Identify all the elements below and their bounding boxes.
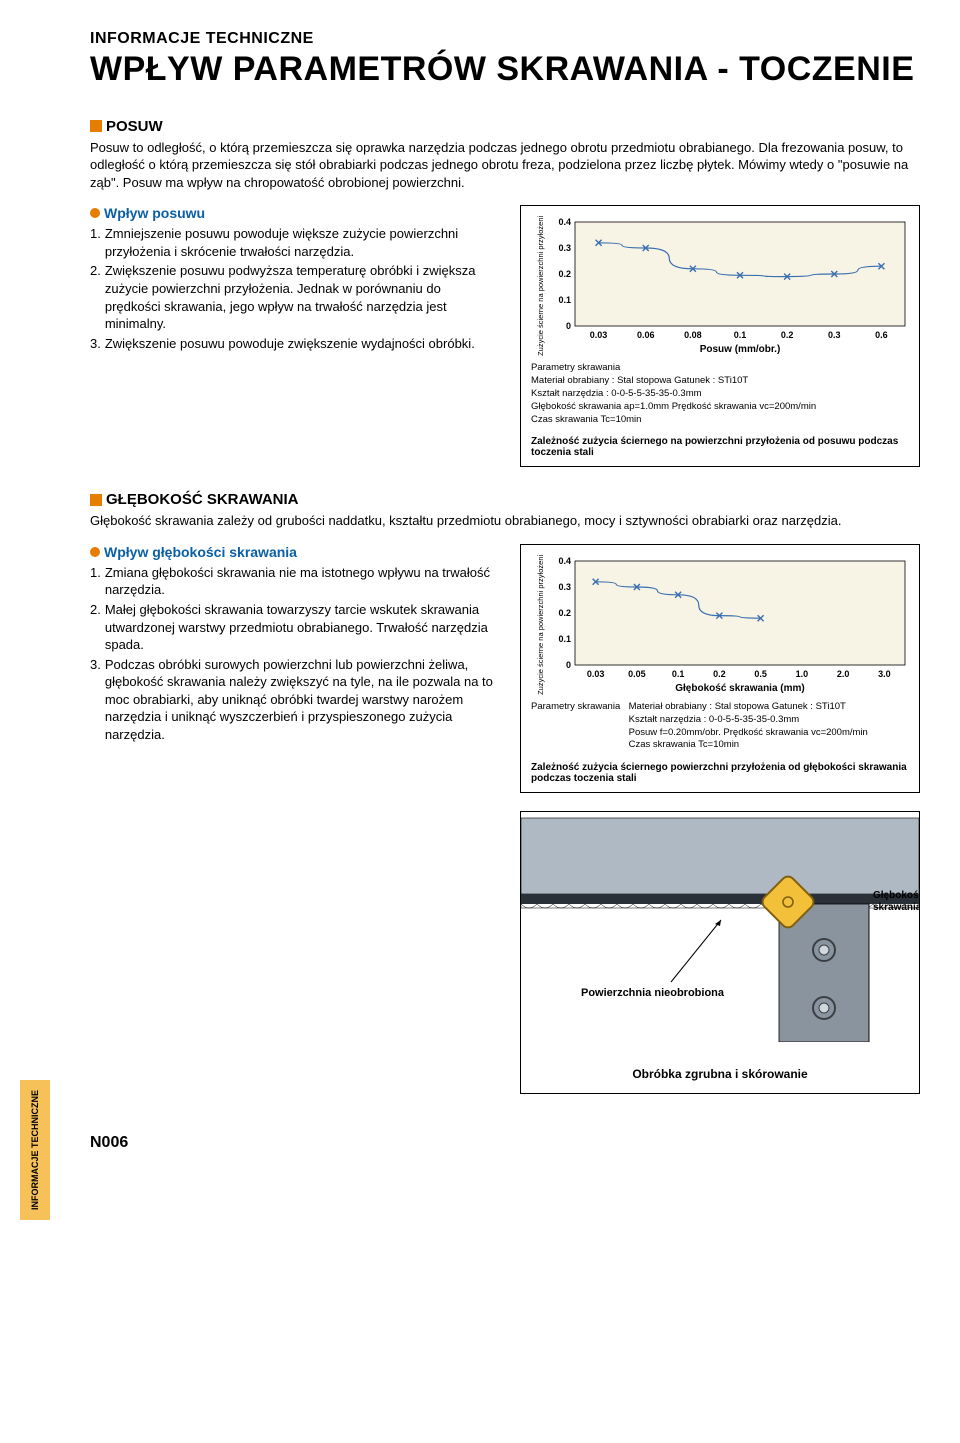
list-num: 3. [90, 335, 101, 353]
svg-text:0.2: 0.2 [781, 330, 794, 340]
svg-text:3.0: 3.0 [878, 669, 891, 679]
list-text: Zmiana głębokości skrawania nie ma istot… [105, 564, 500, 599]
svg-text:0.2: 0.2 [558, 608, 571, 618]
svg-text:0.2: 0.2 [713, 669, 726, 679]
list-num: 2. [90, 262, 101, 332]
svg-text:1.0: 1.0 [796, 669, 809, 679]
svg-text:0.1: 0.1 [558, 634, 571, 644]
section-depth-heading: GŁĘBOKOŚĆ SKRAWANIA [90, 491, 920, 508]
list-text: Zwiększenie posuwu podwyższa temperaturę… [105, 262, 500, 332]
chart1-caption: Zależność zużycia ściernego na powierzch… [531, 436, 909, 458]
svg-text:0.6: 0.6 [875, 330, 888, 340]
svg-text:0.2: 0.2 [558, 269, 571, 279]
svg-text:0.06: 0.06 [637, 330, 655, 340]
posuw-subheading: Wpływ posuwu [90, 205, 500, 221]
param-line: Kształt narzędzia : 0-0-5-5-35-35-0.3mm [629, 714, 800, 725]
list-num: 1. [90, 564, 101, 599]
depth-subheading: Wpływ głębokości skrawania [90, 544, 500, 560]
list-text: Zwiększenie posuwu powoduje zwiększenie … [105, 335, 475, 353]
params-lines: Materiał obrabiany : Stal stopowa Gatune… [531, 375, 816, 426]
param-line: Kształt narzędzia : 0-0-5-5-35-35-0.3mm [531, 388, 702, 399]
svg-text:0: 0 [566, 660, 571, 670]
svg-text:0.1: 0.1 [734, 330, 747, 340]
section-depth-label: GŁĘBOKOŚĆ SKRAWANIA [106, 491, 299, 508]
list-text: Podczas obróbki surowych powierzchni lub… [105, 656, 500, 744]
page-header: INFORMACJE TECHNICZNE [90, 30, 920, 48]
list-item: 1.Zmiana głębokości skrawania nie ma ist… [90, 564, 500, 599]
list-num: 3. [90, 656, 101, 744]
page-title: WPŁYW PARAMETRÓW SKRAWANIA - TOCZENIE [90, 52, 920, 88]
param-line: Czas skrawania Tc=10min [531, 414, 641, 425]
depth-subheading-label: Wpływ głębokości skrawania [104, 544, 297, 560]
list-item: 3.Podczas obróbki surowych powierzchni l… [90, 656, 500, 744]
list-text: Małej głębokości skrawania towarzyszy ta… [105, 601, 500, 654]
posuw-list: 1.Zmniejszenie posuwu powoduje większe z… [90, 225, 500, 352]
svg-text:Zużycie ścierne na powierzchni: Zużycie ścierne na powierzchni przyłożen… [536, 216, 545, 356]
chart2-params: Parametry skrawania Materiał obrabiany :… [531, 701, 909, 752]
list-num: 2. [90, 601, 101, 654]
svg-text:0.05: 0.05 [628, 669, 646, 679]
illustration-box: Powierzchnia nieobrobiona Głębokośćskrawa… [520, 811, 920, 1094]
svg-text:2.0: 2.0 [837, 669, 850, 679]
svg-text:0.08: 0.08 [684, 330, 702, 340]
svg-text:0.03: 0.03 [590, 330, 608, 340]
svg-text:Głębokość: Głębokość [873, 890, 919, 901]
svg-text:skrawania: skrawania [873, 902, 919, 913]
section-posuw-heading: POSUW [90, 118, 920, 135]
svg-text:0.1: 0.1 [558, 295, 571, 305]
dot-bullet-icon [90, 208, 100, 218]
svg-text:0.4: 0.4 [558, 217, 571, 227]
params-label: Parametry skrawania [531, 701, 626, 714]
param-line: Czas skrawania Tc=10min [629, 739, 739, 750]
list-item: 3.Zwiększenie posuwu powoduje zwiększeni… [90, 335, 500, 353]
svg-text:Posuw (mm/obr.): Posuw (mm/obr.) [700, 344, 781, 355]
list-item: 2.Zwiększenie posuwu podwyższa temperatu… [90, 262, 500, 332]
svg-text:Zużycie ścierne na powierzchni: Zużycie ścierne na powierzchni przyłożen… [536, 555, 545, 695]
svg-text:0: 0 [566, 321, 571, 331]
square-bullet-icon [90, 120, 102, 132]
chart1-svg: 0 0.1 0.2 0.3 0.4 0.03 0.06 0.08 0.1 0.2 0.3 0.6 Zuż… [531, 216, 911, 356]
list-text: Zmniejszenie posuwu powoduje większe zuż… [105, 225, 500, 260]
svg-text:0.3: 0.3 [558, 243, 571, 253]
svg-text:0.1: 0.1 [672, 669, 685, 679]
posuw-subheading-label: Wpływ posuwu [104, 205, 205, 221]
svg-text:Głębokość skrawania (mm): Głębokość skrawania (mm) [675, 683, 805, 694]
section-posuw-intro: Posuw to odległość, o którą przemieszcza… [90, 139, 920, 192]
svg-text:0.03: 0.03 [587, 669, 605, 679]
chart1-params: Parametry skrawania Materiał obrabiany :… [531, 362, 909, 426]
param-line: Głębokość skrawania ap=1.0mm Prędkość sk… [531, 401, 816, 412]
chart2-box: 0 0.1 0.2 0.3 0.4 0.03 0.05 0.1 0.2 0.5 1.0 2.0 3.0 Z… [520, 544, 920, 793]
chart1-box: 0 0.1 0.2 0.3 0.4 0.03 0.06 0.08 0.1 0.2 0.3 0.6 Zuż… [520, 205, 920, 467]
list-num: 1. [90, 225, 101, 260]
section-posuw-label: POSUW [106, 118, 163, 135]
illustration-svg: Powierzchnia nieobrobiona Głębokośćskrawa… [521, 812, 919, 1042]
list-item: 1.Zmniejszenie posuwu powoduje większe z… [90, 225, 500, 260]
svg-text:Powierzchnia nieobrobiona: Powierzchnia nieobrobiona [581, 987, 725, 999]
depth-list: 1.Zmiana głębokości skrawania nie ma ist… [90, 564, 500, 743]
params-lines: Materiał obrabiany : Stal stopowa Gatune… [629, 701, 868, 752]
page-number: N006 [90, 1134, 920, 1152]
param-line: Posuw f=0.20mm/obr. Prędkość skrawania v… [629, 727, 868, 738]
svg-text:0.3: 0.3 [558, 582, 571, 592]
side-tab: INFORMACJE TECHNICZNE [20, 1080, 50, 1220]
section-depth-intro: Głębokość skrawania zależy od grubości n… [90, 512, 920, 530]
dot-bullet-icon [90, 547, 100, 557]
param-line: Materiał obrabiany : Stal stopowa Gatune… [531, 375, 748, 386]
list-item: 2.Małej głębokości skrawania towarzyszy … [90, 601, 500, 654]
chart2-caption: Zależność zużycia ściernego powierzchni … [531, 762, 909, 784]
svg-text:0.3: 0.3 [828, 330, 841, 340]
square-bullet-icon [90, 494, 102, 506]
svg-text:0.5: 0.5 [754, 669, 767, 679]
param-line: Materiał obrabiany : Stal stopowa Gatune… [629, 701, 846, 712]
params-label: Parametry skrawania [531, 362, 626, 375]
illustration-caption: Obróbka zgrubna i skórowanie [521, 1047, 919, 1093]
chart2-svg: 0 0.1 0.2 0.3 0.4 0.03 0.05 0.1 0.2 0.5 1.0 2.0 3.0 Z… [531, 555, 911, 695]
svg-text:0.4: 0.4 [558, 556, 571, 566]
